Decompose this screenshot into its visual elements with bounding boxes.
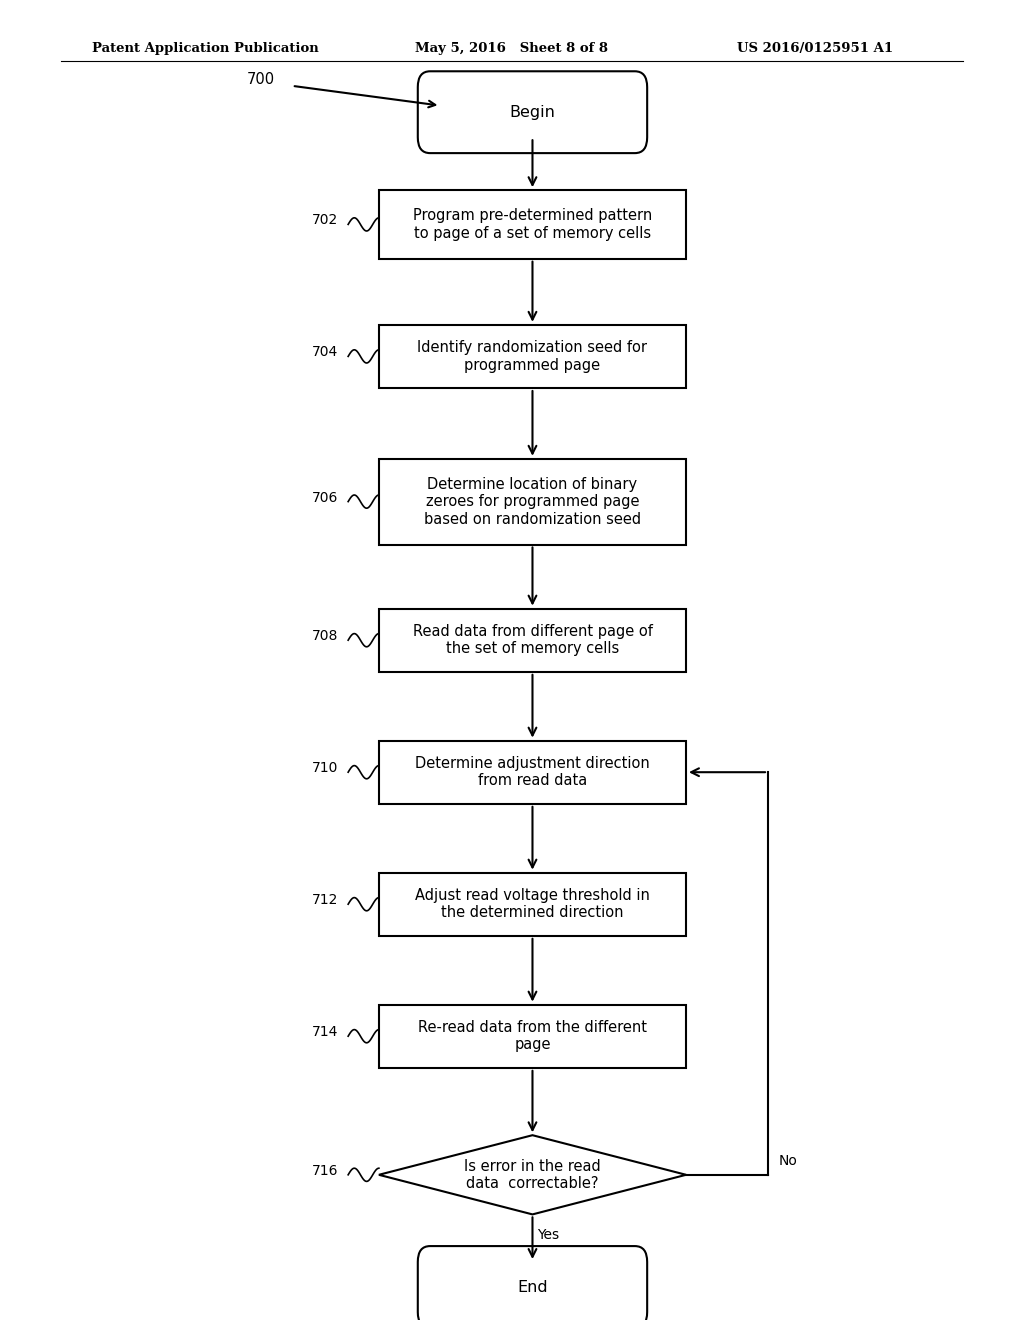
Text: Patent Application Publication: Patent Application Publication bbox=[92, 42, 318, 55]
Text: No: No bbox=[778, 1154, 797, 1168]
Text: Read data from different page of
the set of memory cells: Read data from different page of the set… bbox=[413, 624, 652, 656]
Text: 714: 714 bbox=[311, 1026, 338, 1039]
Text: 716: 716 bbox=[311, 1164, 338, 1177]
Text: 702: 702 bbox=[311, 214, 338, 227]
Polygon shape bbox=[379, 1135, 686, 1214]
FancyBboxPatch shape bbox=[418, 1246, 647, 1320]
Text: Is error in the read
data  correctable?: Is error in the read data correctable? bbox=[464, 1159, 601, 1191]
Bar bbox=[379, 1005, 686, 1068]
Text: 706: 706 bbox=[311, 491, 338, 504]
Text: End: End bbox=[517, 1279, 548, 1295]
Text: Determine location of binary
zeroes for programmed page
based on randomization s: Determine location of binary zeroes for … bbox=[424, 477, 641, 527]
Text: Adjust read voltage threshold in
the determined direction: Adjust read voltage threshold in the det… bbox=[415, 888, 650, 920]
Text: Determine adjustment direction
from read data: Determine adjustment direction from read… bbox=[415, 756, 650, 788]
Bar bbox=[379, 325, 686, 388]
Text: 700: 700 bbox=[247, 71, 275, 87]
FancyBboxPatch shape bbox=[418, 71, 647, 153]
Text: Begin: Begin bbox=[510, 104, 555, 120]
Text: Yes: Yes bbox=[537, 1228, 559, 1242]
Bar bbox=[379, 458, 686, 544]
Bar bbox=[379, 873, 686, 936]
Bar bbox=[379, 741, 686, 804]
Bar bbox=[379, 190, 686, 259]
Bar bbox=[379, 609, 686, 672]
Text: Identify randomization seed for
programmed page: Identify randomization seed for programm… bbox=[418, 341, 647, 372]
Text: 712: 712 bbox=[311, 894, 338, 907]
Text: 710: 710 bbox=[311, 762, 338, 775]
Text: May 5, 2016   Sheet 8 of 8: May 5, 2016 Sheet 8 of 8 bbox=[415, 42, 607, 55]
Text: US 2016/0125951 A1: US 2016/0125951 A1 bbox=[737, 42, 893, 55]
Text: Re-read data from the different
page: Re-read data from the different page bbox=[418, 1020, 647, 1052]
Text: 708: 708 bbox=[311, 630, 338, 643]
Text: 704: 704 bbox=[311, 346, 338, 359]
Text: Program pre-determined pattern
to page of a set of memory cells: Program pre-determined pattern to page o… bbox=[413, 209, 652, 240]
